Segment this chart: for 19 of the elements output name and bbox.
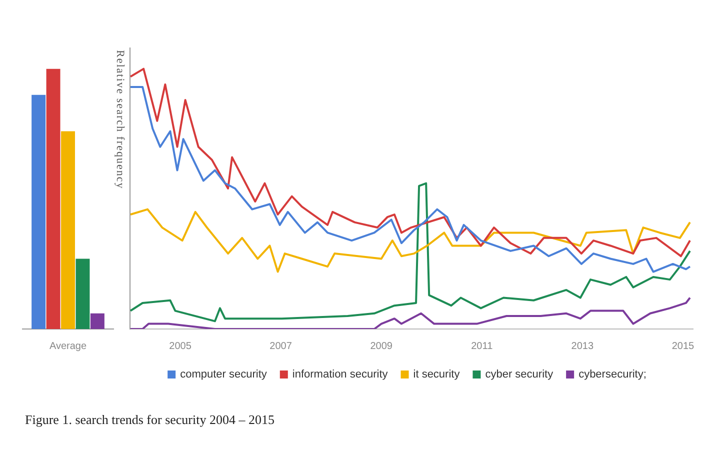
x-tick-label: 2013 xyxy=(571,340,594,352)
x-tick-label: 2011 xyxy=(471,340,494,352)
x-tick-label: Average xyxy=(49,340,87,352)
legend-label: computer security xyxy=(180,368,268,381)
legend-label: information security xyxy=(292,368,388,381)
legend-label: cyber security xyxy=(485,368,554,381)
x-tick-label: 2009 xyxy=(370,340,393,352)
x-tick-label: 2005 xyxy=(169,340,192,352)
x-tick-label: 2007 xyxy=(270,340,292,352)
bar xyxy=(32,94,46,329)
x-tick-label: 2015 xyxy=(672,340,695,352)
bar xyxy=(76,258,90,329)
legend-label: cybersecurity; xyxy=(578,368,646,381)
y-axis-title: Relative search frequency xyxy=(114,50,126,190)
bar xyxy=(90,313,104,329)
bar xyxy=(61,131,75,329)
caption: Figure 1. search trends for security 2004 – 2015 xyxy=(25,412,274,428)
bar xyxy=(46,68,60,329)
legend-label: it security xyxy=(413,368,460,381)
